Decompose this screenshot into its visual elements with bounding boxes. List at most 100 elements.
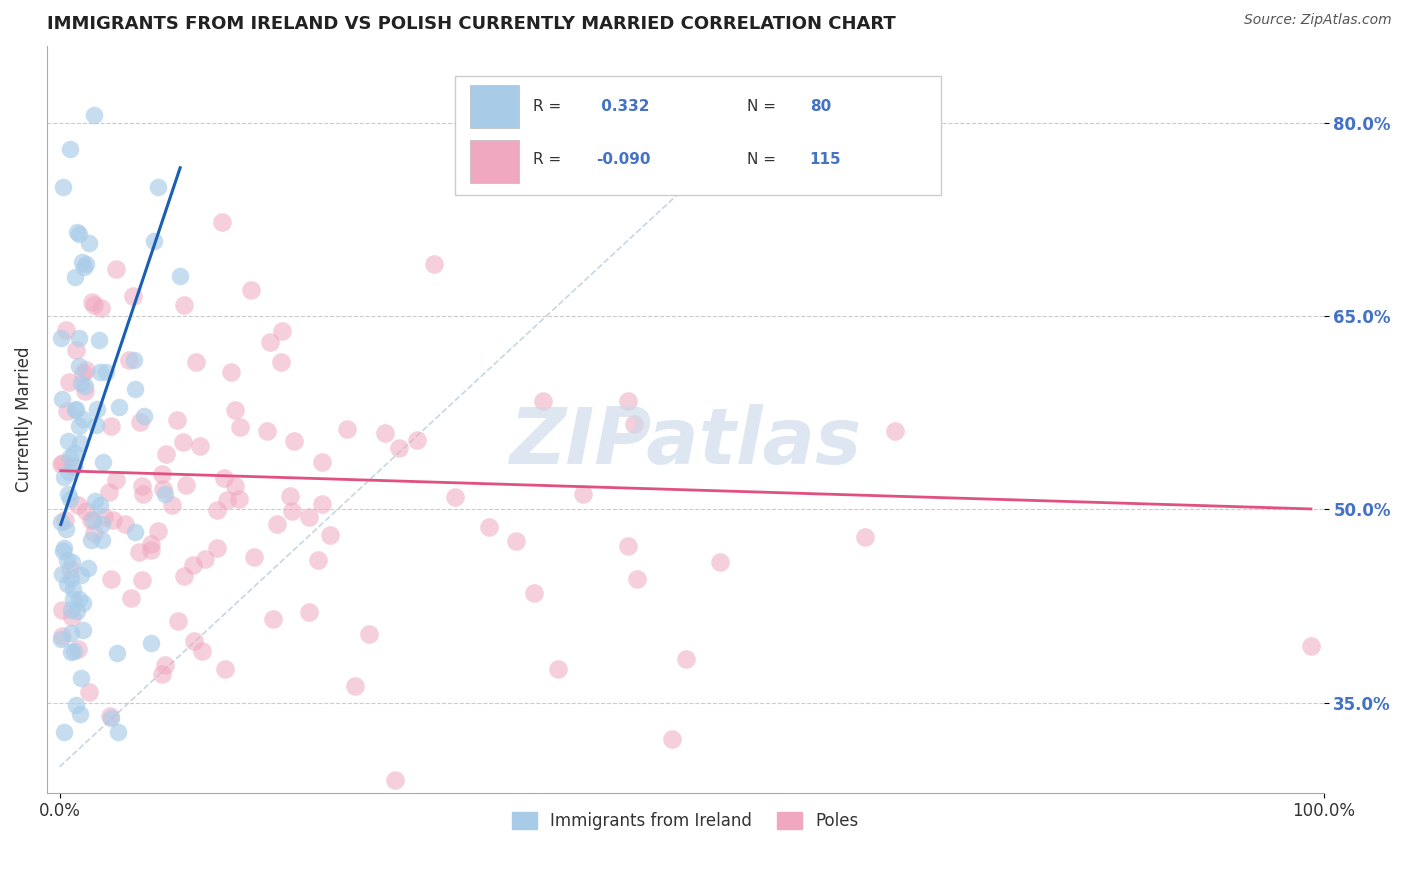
Point <box>65 343 87 358</box>
Point <box>298 606 321 620</box>
Point <box>229 419 252 434</box>
Point <box>63 446 86 460</box>
Point <box>65 698 87 712</box>
Point <box>174 478 197 492</box>
Point <box>67 227 90 241</box>
Point <box>572 486 595 500</box>
Point <box>661 732 683 747</box>
Point <box>205 503 228 517</box>
Point <box>63 644 86 658</box>
Point <box>62 582 84 596</box>
Point <box>69 707 91 722</box>
Point <box>67 641 90 656</box>
Point <box>58 465 80 479</box>
Point <box>124 352 146 367</box>
Point <box>262 612 284 626</box>
Point <box>160 499 183 513</box>
Point <box>523 586 546 600</box>
Point <box>283 434 305 448</box>
Point <box>278 489 301 503</box>
Point <box>83 526 105 541</box>
Point <box>87 333 110 347</box>
Point <box>139 537 162 551</box>
Point <box>173 568 195 582</box>
Point <box>146 180 169 194</box>
Point <box>617 393 640 408</box>
Point <box>152 483 174 497</box>
Point <box>853 530 876 544</box>
Point <box>70 255 93 269</box>
Point <box>56 553 79 567</box>
Point <box>51 392 73 407</box>
Point <box>55 522 77 536</box>
Point <box>93 510 115 524</box>
Point <box>1299 640 1322 654</box>
Point <box>531 394 554 409</box>
Point <box>107 724 129 739</box>
Point <box>709 555 731 569</box>
Point <box>52 456 75 470</box>
Point <box>67 498 90 512</box>
Point <box>120 591 142 605</box>
Point <box>547 662 569 676</box>
Point <box>75 257 97 271</box>
Point <box>626 572 648 586</box>
Point <box>73 379 96 393</box>
Point <box>118 353 141 368</box>
Point <box>69 436 91 450</box>
Point <box>121 289 143 303</box>
Point <box>211 215 233 229</box>
Point <box>181 558 204 572</box>
Point <box>128 545 150 559</box>
Point <box>55 403 77 417</box>
Point <box>131 487 153 501</box>
Point <box>384 772 406 787</box>
Point <box>675 652 697 666</box>
Point <box>89 498 111 512</box>
Point <box>172 434 194 449</box>
Point <box>194 552 217 566</box>
Point <box>224 479 246 493</box>
Point <box>80 295 103 310</box>
Point <box>53 513 76 527</box>
Point <box>51 629 73 643</box>
Point <box>388 441 411 455</box>
Text: Source: ZipAtlas.com: Source: ZipAtlas.com <box>1244 13 1392 28</box>
Point <box>51 566 73 581</box>
Point <box>63 460 86 475</box>
Point <box>73 260 96 274</box>
Point <box>131 573 153 587</box>
Point <box>55 577 77 591</box>
Point <box>100 572 122 586</box>
Point <box>215 493 238 508</box>
Point <box>344 679 367 693</box>
Point <box>59 492 82 507</box>
Point <box>214 662 236 676</box>
Point <box>616 539 638 553</box>
Point <box>103 513 125 527</box>
Point <box>80 533 103 548</box>
Text: ZIPatlas: ZIPatlas <box>509 403 862 480</box>
Point <box>59 562 82 576</box>
Point <box>298 510 321 524</box>
Point <box>67 418 90 433</box>
Point <box>167 615 190 629</box>
Point <box>311 497 333 511</box>
Point <box>505 534 527 549</box>
Point <box>319 528 342 542</box>
Point <box>98 484 121 499</box>
Point <box>143 235 166 249</box>
Point <box>53 541 76 555</box>
Point <box>52 543 75 558</box>
Point <box>336 422 359 436</box>
Point <box>256 424 278 438</box>
Point <box>108 400 131 414</box>
Point <box>49 515 72 529</box>
Point <box>443 490 465 504</box>
Point <box>89 365 111 379</box>
Point <box>311 455 333 469</box>
Point <box>90 301 112 315</box>
Point <box>69 672 91 686</box>
Point <box>51 632 73 646</box>
Point <box>49 331 72 345</box>
